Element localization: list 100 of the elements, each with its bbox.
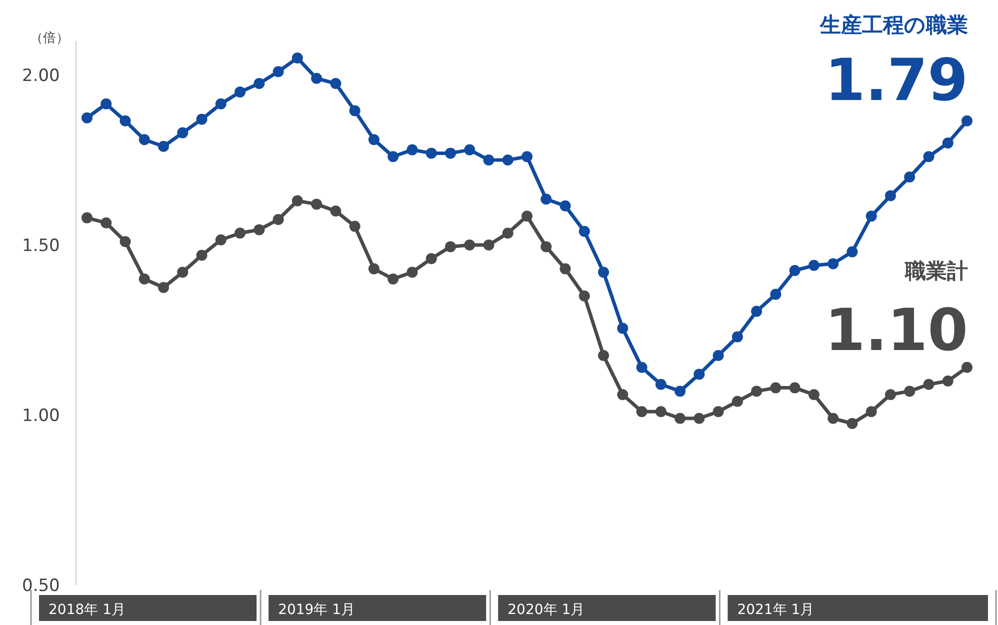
- point: [368, 134, 380, 146]
- point: [406, 266, 418, 278]
- point: [751, 386, 762, 397]
- point: [292, 52, 303, 64]
- point: [884, 190, 896, 202]
- point: [751, 306, 762, 317]
- point: [464, 240, 476, 250]
- point: [464, 144, 476, 156]
- point: [808, 260, 820, 271]
- point: [426, 148, 437, 159]
- point: [82, 212, 92, 224]
- point: [388, 274, 399, 284]
- point: [923, 378, 934, 390]
- point: [578, 226, 590, 237]
- point: [789, 265, 800, 276]
- point: [598, 266, 610, 278]
- point: [502, 228, 514, 239]
- annotation: 1.79: [824, 46, 968, 114]
- y-tick-label: 0.50: [22, 576, 60, 596]
- point: [349, 220, 360, 232]
- point: [330, 206, 342, 216]
- point: [177, 127, 188, 138]
- annotation: 1.10: [824, 296, 968, 364]
- x-tick-label: 2018年 1月: [48, 602, 126, 618]
- point: [444, 241, 456, 252]
- text: 職業計: [904, 259, 968, 283]
- point: [578, 290, 590, 302]
- point: [483, 240, 494, 250]
- point: [770, 382, 782, 394]
- point: [942, 138, 954, 148]
- point: [828, 258, 839, 270]
- point: [254, 224, 265, 236]
- x-tick-label: 2019年 1月: [278, 602, 356, 618]
- point: [215, 98, 226, 110]
- point: [388, 151, 399, 162]
- point: [522, 151, 532, 162]
- point: [846, 418, 858, 429]
- point: [560, 263, 571, 274]
- point: [272, 214, 284, 225]
- point: [732, 331, 743, 342]
- point: [522, 210, 532, 222]
- point: [138, 134, 150, 146]
- point: [540, 194, 552, 205]
- point: [655, 406, 666, 418]
- y-tick-label: 1.50: [22, 236, 60, 256]
- text: 生産工程の職業: [819, 13, 968, 37]
- x-tick-label: 2020年 1月: [508, 602, 585, 618]
- point: [617, 322, 628, 334]
- point: [311, 198, 322, 210]
- point: [942, 376, 954, 386]
- point: [444, 148, 456, 159]
- point: [828, 412, 839, 424]
- y-tick-label: 2.00: [22, 66, 60, 86]
- point: [292, 195, 303, 206]
- point: [272, 66, 284, 78]
- point: [502, 154, 514, 166]
- point: [540, 241, 552, 252]
- point: [636, 362, 648, 373]
- point: [483, 154, 494, 166]
- point: [330, 78, 342, 89]
- point: [884, 389, 896, 400]
- point: [866, 406, 877, 418]
- point: [100, 98, 112, 110]
- point: [158, 282, 170, 293]
- point: [808, 389, 820, 400]
- point: [789, 382, 800, 394]
- y-axis-title: （倍）: [30, 31, 69, 46]
- point: [962, 115, 972, 126]
- point: [694, 412, 705, 424]
- y-tick-label: 1.00: [22, 406, 60, 426]
- point: [234, 86, 246, 98]
- point: [866, 210, 877, 222]
- point: [770, 288, 782, 300]
- point: [636, 406, 648, 418]
- point: [349, 105, 360, 116]
- point: [617, 389, 628, 400]
- point: [82, 112, 92, 124]
- x-tick-label: 2021年 1月: [737, 602, 814, 618]
- point: [406, 144, 418, 156]
- point: [712, 406, 724, 418]
- point: [368, 263, 380, 274]
- point: [215, 234, 226, 246]
- point: [694, 368, 705, 380]
- point: [120, 236, 131, 248]
- point: [196, 250, 208, 261]
- point: [904, 172, 916, 182]
- point: [100, 217, 112, 228]
- point: [674, 412, 686, 424]
- point: [655, 378, 666, 390]
- point: [846, 246, 858, 258]
- point: [138, 274, 150, 284]
- point: [712, 350, 724, 361]
- point: [177, 266, 188, 278]
- point: [962, 362, 972, 373]
- point: [311, 72, 322, 84]
- point: [560, 200, 571, 212]
- point: [923, 151, 934, 162]
- point: [158, 140, 170, 152]
- point: [234, 228, 246, 239]
- point: [598, 350, 610, 361]
